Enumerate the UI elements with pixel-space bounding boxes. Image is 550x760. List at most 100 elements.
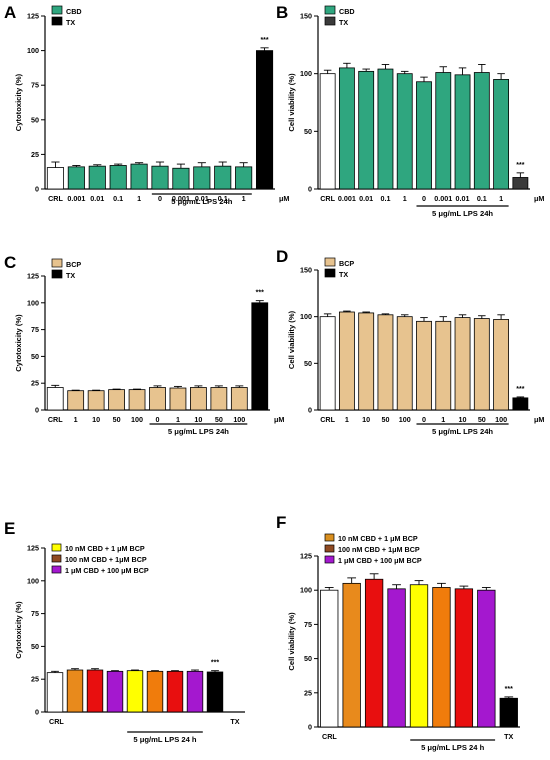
legend-swatch [324, 555, 335, 564]
condition-label: 5 μg/mL LPS 24h [432, 427, 493, 436]
bar [128, 389, 146, 411]
bar [108, 389, 125, 411]
bar [416, 320, 432, 411]
bar [146, 670, 164, 713]
panel-letter: D [276, 247, 288, 266]
bar [499, 697, 518, 728]
bar [46, 387, 64, 411]
x-tick-label: 1 [74, 415, 78, 424]
condition-label: 5 μg/mL LPS 24 h [421, 743, 485, 752]
bar [130, 163, 148, 190]
x-tick-label: 1 [403, 194, 407, 203]
x-tick-label: CRL [48, 194, 63, 203]
condition-label: 5 μg/mL LPS 24h [432, 209, 493, 218]
y-tick-label: 100 [300, 312, 312, 321]
bar [358, 70, 375, 190]
panel-letter: A [4, 3, 16, 22]
x-tick-label: 10 [92, 415, 100, 424]
bar [432, 587, 451, 728]
x-tick-label: CRL [322, 732, 337, 741]
y-tick-label: 50 [31, 642, 39, 651]
bar [387, 588, 406, 728]
unit-label: μM [534, 415, 544, 424]
bar [109, 165, 127, 190]
unit-label: μM [279, 194, 289, 203]
x-tick-label: 1 [499, 194, 503, 203]
y-axis-title: Cell viability (%) [287, 73, 296, 132]
x-tick-label: 1 [345, 415, 349, 424]
x-tick-label: 0.01 [359, 194, 373, 203]
bar [172, 167, 190, 190]
bar [473, 72, 490, 190]
y-tick-label: 50 [304, 654, 312, 663]
y-tick-label: 0 [308, 406, 312, 415]
bar [186, 670, 204, 713]
legend-label: 1 μM CBD + 100 μM BCP [338, 556, 422, 565]
bar [454, 588, 474, 728]
x-tick-label: 0.1 [113, 194, 123, 203]
y-tick-label: 100 [27, 576, 39, 585]
y-tick-label: 50 [31, 115, 39, 124]
y-tick-label: 0 [308, 185, 312, 194]
x-tick-label: 100 [399, 415, 411, 424]
x-tick-label: CRL [48, 415, 63, 424]
x-tick-label: 0.1 [218, 194, 228, 203]
bar [396, 73, 413, 190]
x-tick-label: 0.001 [434, 194, 452, 203]
y-tick-label: 0 [35, 708, 39, 717]
significance-marker: *** [516, 162, 524, 169]
significance-marker: *** [505, 686, 513, 693]
x-tick-label: 1 [137, 194, 141, 203]
significance-marker: *** [516, 386, 524, 393]
x-tick-label: 0 [156, 415, 160, 424]
x-tick-label: 50 [381, 415, 389, 424]
x-tick-label: 0 [422, 194, 426, 203]
bar [149, 387, 166, 411]
bar [86, 669, 104, 713]
bar [493, 79, 510, 190]
bar [251, 302, 269, 411]
legend-label: CBD [339, 7, 355, 16]
x-tick-label: 50 [478, 415, 486, 424]
x-tick-label: 100 [495, 415, 507, 424]
legend-label: CBD [66, 7, 82, 16]
y-tick-label: 75 [304, 620, 312, 629]
legend-label: 100 nM CBD + 1μM BCP [338, 545, 420, 554]
significance-marker: *** [211, 660, 219, 667]
y-axis-title: Cytotoxicity (%) [14, 314, 23, 372]
bar [151, 165, 169, 190]
y-tick-label: 50 [304, 127, 312, 136]
legend-label: BCP [339, 259, 354, 268]
x-tick-label: 100 [131, 415, 143, 424]
bar [87, 390, 105, 411]
legend-label: TX [66, 271, 75, 280]
x-tick-label: CRL [320, 194, 335, 203]
bar [126, 670, 144, 713]
panel-letter: F [276, 513, 286, 532]
legend-swatch [324, 533, 335, 542]
bar [512, 177, 529, 190]
panel-letter: C [4, 253, 16, 272]
legend-swatch [324, 16, 336, 26]
legend-swatch [51, 565, 62, 574]
panel-letter: B [276, 3, 288, 22]
x-tick-label: 0.1 [477, 194, 487, 203]
y-tick-label: 100 [300, 586, 312, 595]
bar [210, 387, 228, 411]
legend-swatch [324, 5, 336, 15]
y-tick-label: 100 [300, 69, 312, 78]
x-tick-label: 1 [242, 194, 246, 203]
x-tick-label: 0.1 [380, 194, 390, 203]
x-tick-label: 50 [215, 415, 223, 424]
bar [206, 671, 224, 713]
legend-swatch [51, 554, 62, 563]
bar [435, 320, 452, 411]
y-tick-label: 0 [35, 185, 39, 194]
x-tick-label: 0.001 [67, 194, 85, 203]
bar [67, 390, 85, 411]
x-tick-label: CRL [320, 415, 335, 424]
legend-label: TX [66, 18, 75, 27]
bar [416, 81, 432, 190]
y-tick-label: 0 [308, 723, 312, 732]
y-tick-label: 100 [27, 46, 39, 55]
